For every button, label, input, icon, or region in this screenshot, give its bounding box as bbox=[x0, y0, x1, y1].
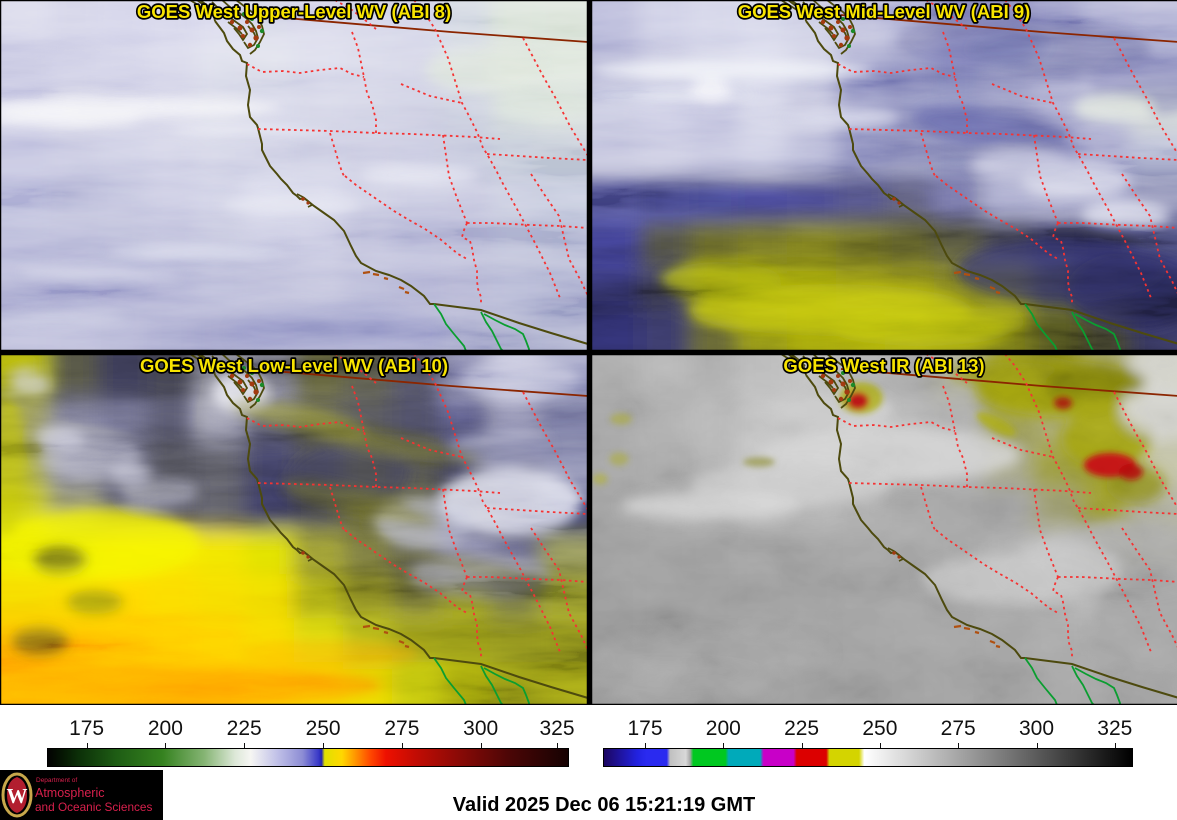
svg-text:GOES West IR (ABI 13): GOES West IR (ABI 13) bbox=[783, 355, 984, 376]
svg-text:Atmospheric: Atmospheric bbox=[35, 786, 104, 800]
svg-text:Department of: Department of bbox=[36, 777, 77, 784]
svg-text:GOES West Low-Level WV (ABI 10: GOES West Low-Level WV (ABI 10) bbox=[140, 355, 448, 376]
svg-text:and Oceanic Sciences: and Oceanic Sciences bbox=[35, 800, 152, 814]
svg-text:W: W bbox=[7, 784, 28, 808]
svg-text:GOES West Upper-Level WV (ABI: GOES West Upper-Level WV (ABI 8) bbox=[137, 1, 451, 22]
svg-text:GOES West Mid-Level WV (ABI 9): GOES West Mid-Level WV (ABI 9) bbox=[738, 1, 1031, 22]
